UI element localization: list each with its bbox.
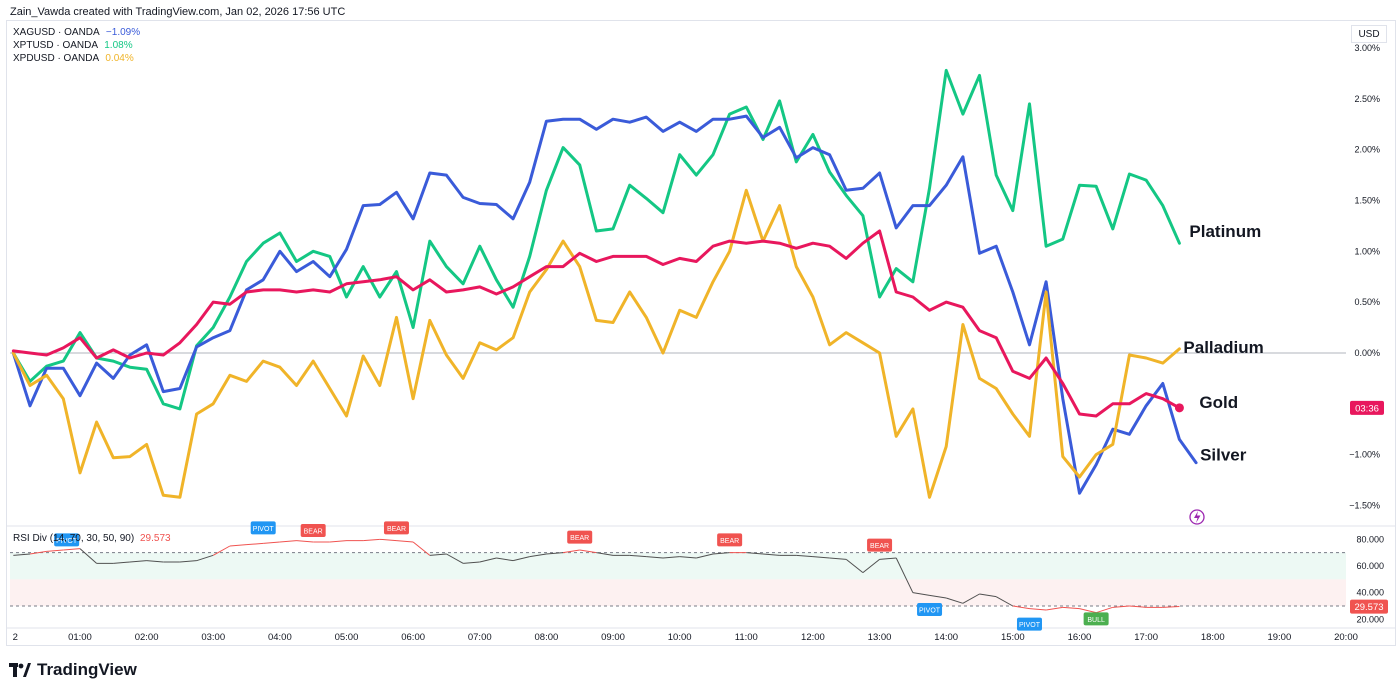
- rsi-legend: RSI Div (14, 70, 30, 50, 90) 29.573: [13, 533, 171, 544]
- legend-row-platinum[interactable]: XPTUSD · OANDA 1.08%: [13, 39, 140, 52]
- rsi-params: (14, 70, 30, 50, 90): [49, 533, 135, 544]
- legend-symbol: XPDUSD · OANDA: [13, 53, 99, 64]
- chart-caption: Zain_Vawda created with TradingView.com,…: [10, 6, 346, 18]
- legend-change: −1.09%: [105, 27, 141, 38]
- tradingview-logo-icon: [9, 663, 31, 677]
- legend-symbol: XPTUSD · OANDA: [13, 40, 98, 51]
- legend-symbol: XAGUSD · OANDA: [13, 27, 100, 38]
- chart-frame: [6, 20, 1396, 646]
- logo-text: TradingView: [37, 660, 137, 679]
- symbol-legend: XAGUSD · OANDA −1.09% XPTUSD · OANDA 1.0…: [13, 26, 140, 65]
- legend-row-palladium[interactable]: XPDUSD · OANDA 0.04%: [13, 52, 140, 65]
- rsi-value: 29.573: [139, 533, 171, 544]
- currency-button[interactable]: USD: [1351, 25, 1387, 43]
- legend-change: 1.08%: [104, 40, 133, 51]
- legend-row-silver[interactable]: XAGUSD · OANDA −1.09%: [13, 26, 140, 39]
- rsi-name: RSI Div: [13, 533, 47, 544]
- tradingview-logo[interactable]: TradingView: [9, 660, 137, 680]
- legend-change: 0.04%: [105, 53, 134, 64]
